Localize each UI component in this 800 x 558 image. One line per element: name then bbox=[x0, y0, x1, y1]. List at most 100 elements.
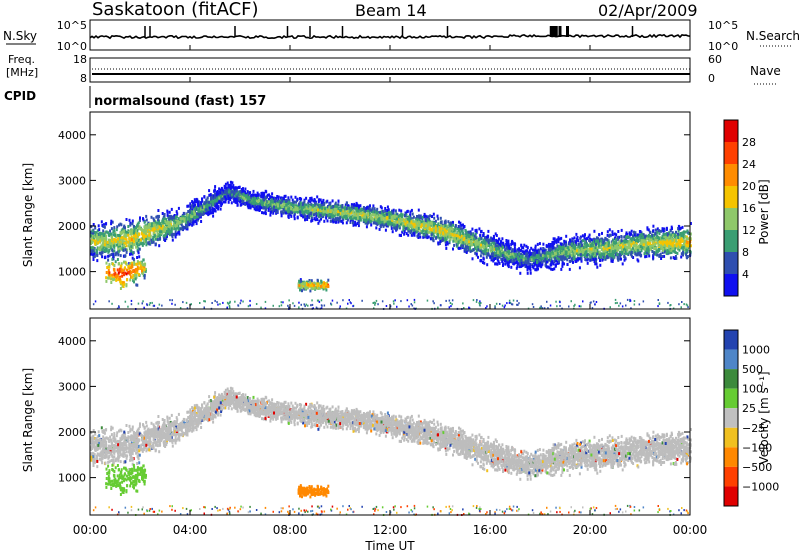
power-point bbox=[534, 268, 536, 271]
power-point bbox=[148, 242, 150, 245]
power-point bbox=[470, 232, 472, 235]
noise-panel: N.Sky 10^5 10^0 10^5 10^0 N.Search bbox=[3, 19, 800, 53]
power-point bbox=[473, 238, 475, 241]
power-point bbox=[228, 201, 230, 204]
power-point bbox=[481, 230, 483, 233]
power-point bbox=[133, 240, 135, 243]
power-point bbox=[565, 235, 567, 238]
power-point bbox=[127, 234, 129, 237]
power-point bbox=[664, 251, 666, 254]
power-point bbox=[339, 216, 341, 219]
power-point bbox=[145, 243, 147, 246]
power-point bbox=[379, 228, 381, 231]
power-point bbox=[405, 218, 407, 221]
power-point bbox=[153, 219, 155, 222]
power-point bbox=[614, 233, 616, 236]
power-point bbox=[431, 215, 433, 218]
power-point bbox=[453, 244, 455, 247]
power-point bbox=[265, 190, 267, 193]
power-point bbox=[654, 243, 656, 246]
power-point bbox=[476, 229, 478, 232]
power-point bbox=[193, 205, 195, 208]
power-point bbox=[574, 253, 576, 256]
power-point bbox=[601, 259, 603, 262]
power-point bbox=[176, 233, 178, 236]
power-point bbox=[469, 246, 471, 249]
power-point bbox=[214, 185, 216, 188]
noise-left-label: N.Sky bbox=[3, 29, 37, 43]
power-point bbox=[439, 237, 441, 240]
power-point bbox=[440, 217, 442, 220]
power-point bbox=[122, 241, 124, 244]
power-point bbox=[315, 202, 317, 205]
power-point bbox=[445, 224, 447, 227]
power-point bbox=[619, 253, 621, 256]
power-point bbox=[617, 230, 619, 233]
power-point bbox=[644, 251, 646, 254]
power-point bbox=[510, 266, 512, 269]
power-point bbox=[194, 213, 196, 216]
power-point bbox=[589, 254, 591, 257]
power-point bbox=[220, 208, 222, 211]
power-point bbox=[487, 230, 489, 233]
power-point bbox=[208, 189, 210, 192]
power-point bbox=[169, 211, 171, 214]
power-point bbox=[478, 227, 480, 230]
power-point bbox=[674, 257, 676, 260]
power-point bbox=[132, 222, 134, 225]
noise-left-tick-top: 10^5 bbox=[57, 19, 87, 32]
power-point bbox=[244, 188, 246, 191]
power-point bbox=[232, 195, 234, 198]
power-point bbox=[117, 253, 119, 256]
power-point bbox=[668, 245, 670, 248]
power-point bbox=[297, 198, 299, 201]
power-point bbox=[171, 208, 173, 211]
power-point bbox=[445, 247, 447, 250]
power-point bbox=[676, 252, 678, 255]
power-point bbox=[300, 214, 302, 217]
power-point bbox=[323, 220, 325, 223]
power-point bbox=[94, 235, 96, 238]
power-point bbox=[325, 217, 327, 220]
power-point bbox=[574, 236, 576, 239]
frequency-panel: Freq. [MHz] 18 8 60 0 Nave bbox=[6, 53, 781, 85]
power-point bbox=[550, 268, 552, 271]
noise-right-tick-top: 10^5 bbox=[708, 19, 738, 32]
power-point bbox=[306, 218, 308, 221]
power-point bbox=[569, 268, 571, 271]
power-point bbox=[660, 257, 662, 260]
freq-unit: [MHz] bbox=[6, 66, 38, 79]
power-point bbox=[111, 253, 113, 256]
power-point bbox=[231, 201, 233, 204]
power-point bbox=[437, 236, 439, 239]
power-point bbox=[532, 249, 534, 252]
power-point bbox=[550, 243, 552, 246]
power-point bbox=[367, 206, 369, 209]
power-point bbox=[360, 219, 362, 222]
power-point bbox=[212, 215, 214, 218]
power-point bbox=[96, 251, 98, 254]
power-point bbox=[657, 250, 659, 253]
nave-tick-bottom: 0 bbox=[708, 72, 715, 85]
power-point bbox=[486, 263, 488, 266]
power-point bbox=[637, 249, 639, 252]
power-point bbox=[317, 214, 319, 217]
power-point bbox=[601, 232, 603, 235]
power-point bbox=[497, 241, 499, 244]
power-point bbox=[522, 246, 524, 249]
power-point bbox=[290, 196, 292, 199]
power-point bbox=[437, 215, 439, 218]
power-point bbox=[113, 249, 115, 252]
cpid-label: CPID bbox=[4, 89, 36, 103]
power-point bbox=[297, 211, 299, 214]
power-point bbox=[575, 233, 577, 236]
power-point bbox=[261, 211, 263, 214]
power-point bbox=[542, 243, 544, 246]
power-point bbox=[537, 243, 539, 246]
power-point bbox=[621, 229, 623, 232]
power-point bbox=[571, 254, 573, 257]
power-point bbox=[593, 230, 595, 233]
power-point bbox=[627, 252, 629, 255]
